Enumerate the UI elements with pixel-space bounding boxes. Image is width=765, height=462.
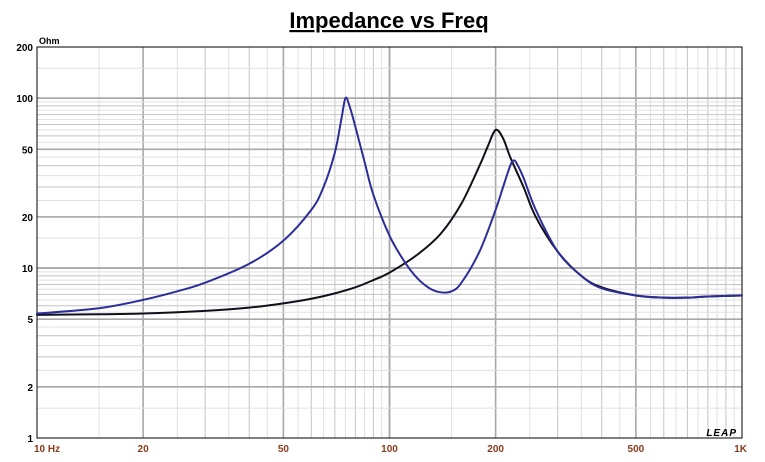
y-tick-label: 2	[27, 383, 33, 394]
x-tick-label: 500	[628, 444, 645, 455]
x-tick-label: 100	[381, 444, 398, 455]
y-tick-label: 200	[16, 43, 33, 54]
y-tick-label: 50	[22, 145, 34, 156]
y-axis-unit-label: Ohm	[39, 36, 60, 46]
x-tick-label: 50	[278, 444, 290, 455]
leap-watermark: LEAP	[706, 428, 737, 439]
x-tick-label: 10 Hz	[34, 444, 60, 455]
x-tick-label: 1K	[734, 444, 748, 455]
x-tick-label: 20	[138, 444, 150, 455]
chart-title: Impedance vs Freq	[289, 8, 488, 33]
y-tick-labels: 1 2 5 10 20 50 100 200	[16, 43, 33, 445]
y-tick-label: 10	[22, 264, 34, 275]
y-tick-label: 20	[22, 213, 34, 224]
x-tick-labels: 10 Hz 20 50 100 200 500 1K	[34, 444, 748, 455]
plot-frame	[36, 46, 743, 439]
y-tick-label: 5	[27, 315, 33, 326]
grid	[37, 47, 742, 438]
series-line-2	[36, 96, 743, 315]
series-layer	[36, 96, 743, 316]
x-tick-label: 200	[487, 444, 504, 455]
y-tick-label: 1	[27, 434, 33, 445]
y-tick-label: 100	[16, 94, 33, 105]
